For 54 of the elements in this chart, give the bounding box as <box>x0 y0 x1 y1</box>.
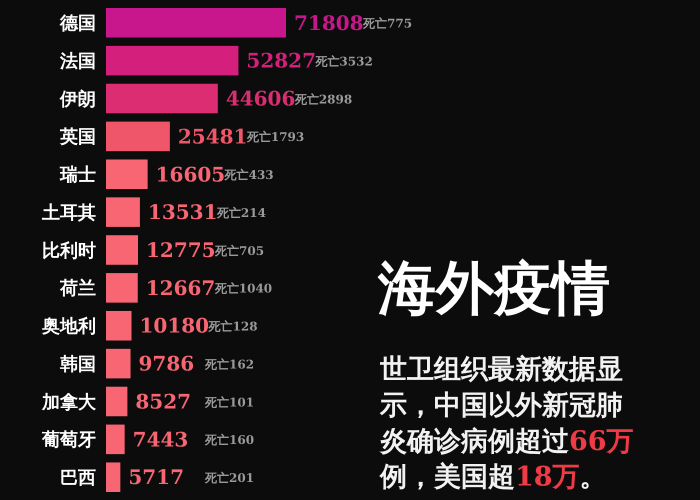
text: 死亡775 <box>362 16 412 31</box>
annotation: 死亡1793 <box>246 130 304 144</box>
y-tick-label: 瑞士 <box>59 164 96 186</box>
data-label: 10180 <box>140 314 210 338</box>
text: 世卫组织最新数据显示，中国以外新冠肺炎确诊病例超过66万例，美国超18万。 <box>380 354 634 493</box>
bar <box>106 46 238 76</box>
bar <box>106 348 131 378</box>
annotation: 死亡128 <box>208 320 258 334</box>
bar <box>106 84 218 114</box>
data-label: 13531 <box>148 200 218 224</box>
y-tick-label: 葡萄牙 <box>41 430 96 451</box>
y-tick-label: 巴西 <box>60 468 96 489</box>
text: 海外疫情 <box>377 254 610 322</box>
bar <box>106 122 170 152</box>
data-label: 44606 <box>226 86 296 111</box>
annotation: 死亡101 <box>204 395 254 410</box>
y-tick-label: 加拿大 <box>41 392 97 413</box>
bar <box>106 424 125 454</box>
annotation: 死亡433 <box>224 168 274 182</box>
y-tick-label: 比利时 <box>42 240 96 262</box>
data-label: 5717 <box>128 465 184 490</box>
y-tick-label: 韩国 <box>59 354 96 375</box>
y-tick-label: 土耳其 <box>41 202 96 224</box>
bar <box>106 159 148 190</box>
y-tick-label: 德国 <box>59 13 96 34</box>
text: 死亡2898 <box>294 92 352 106</box>
data-label: 25481 <box>178 124 248 148</box>
bar <box>106 386 128 416</box>
y-tick-label: 奥地利 <box>41 316 96 338</box>
data-label: 71808 <box>294 10 364 35</box>
text: 死亡3532 <box>314 54 373 68</box>
bar <box>106 310 132 341</box>
annotation: 死亡201 <box>204 471 254 486</box>
annotation: 死亡162 <box>204 357 254 372</box>
annotation: 死亡705 <box>214 244 264 258</box>
y-tick-label: 法国 <box>59 50 96 72</box>
data-label: 8527 <box>135 389 192 414</box>
bar <box>106 462 120 492</box>
data-label: 12775 <box>146 238 216 262</box>
annotation: 死亡1040 <box>214 282 272 296</box>
bar <box>106 235 138 265</box>
annotation: 死亡214 <box>216 206 266 220</box>
data-label: 16605 <box>156 162 226 186</box>
data-label: 12667 <box>146 276 216 300</box>
y-tick-label: 英国 <box>59 126 96 148</box>
data-label: 9786 <box>138 352 194 376</box>
y-tick-label: 荷兰 <box>59 278 96 300</box>
data-label: 7443 <box>132 427 188 452</box>
annotation: 死亡160 <box>204 433 254 448</box>
y-tick-label: 伊朗 <box>59 88 96 110</box>
data-label: 52827 <box>246 48 316 73</box>
bar <box>106 273 138 303</box>
bar <box>106 8 286 38</box>
bar <box>106 197 140 227</box>
